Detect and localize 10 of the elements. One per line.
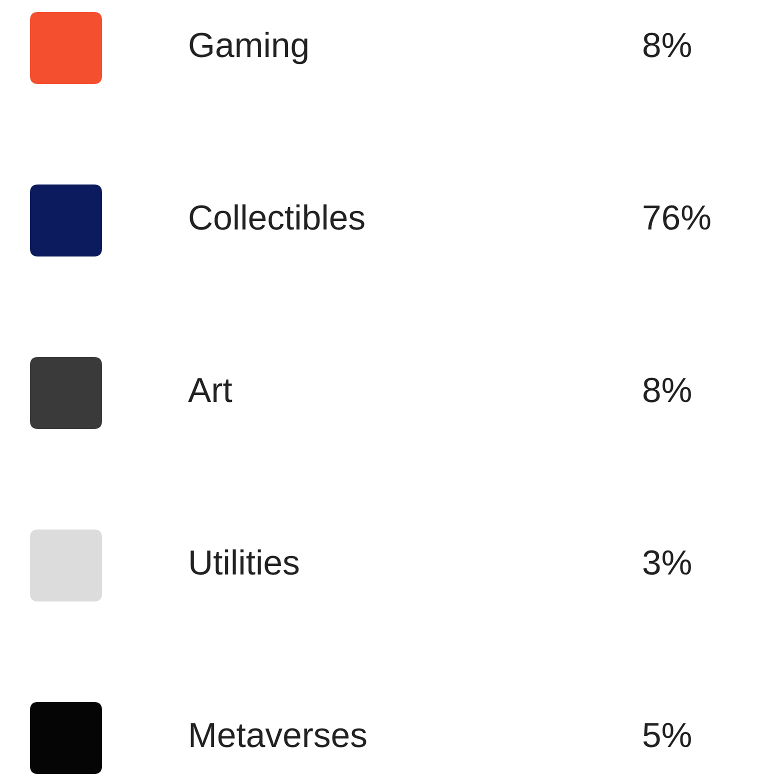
category-label: Gaming	[190, 32, 308, 64]
data-label: 8%	[644, 378, 691, 402]
data-label: 3%	[643, 550, 691, 575]
category-label: Metaverses	[190, 723, 366, 748]
category-label: Art	[188, 378, 232, 402]
data-label: 76%	[644, 205, 710, 230]
category-label: Utilities	[190, 549, 299, 575]
data-label: 8%	[644, 32, 691, 58]
category-label: Collectibles	[190, 204, 364, 230]
data-label: 5%	[643, 722, 691, 748]
